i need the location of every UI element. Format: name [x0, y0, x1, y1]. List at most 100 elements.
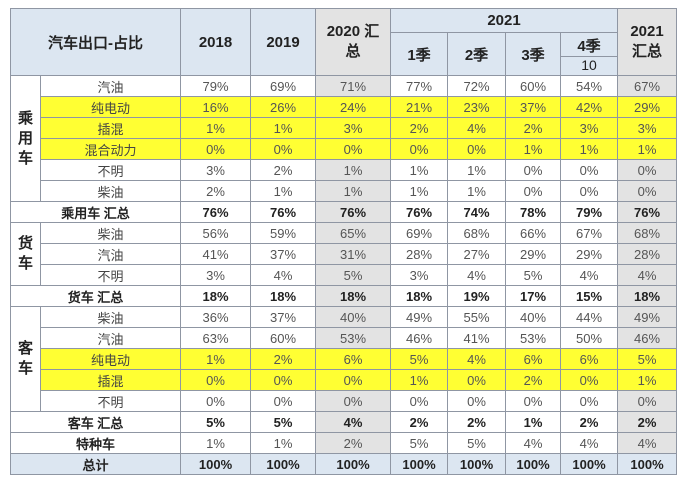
value-cell: 68%	[617, 222, 677, 244]
value-cell: 0%	[617, 390, 677, 412]
value-cell: 0%	[180, 138, 251, 160]
value-cell: 0%	[315, 369, 391, 391]
value-cell: 0%	[447, 138, 506, 160]
quarter-header: 3季	[505, 32, 561, 76]
value-cell: 54%	[560, 75, 618, 97]
value-cell: 5%	[250, 411, 316, 433]
value-cell: 60%	[505, 75, 561, 97]
value-cell: 1%	[447, 180, 506, 202]
value-cell: 1%	[617, 138, 677, 160]
total-row: 总计 100% 100% 100% 100% 100% 100% 100% 100%	[10, 453, 677, 475]
value-cell: 0%	[617, 159, 677, 181]
group-label: 客车	[17, 340, 33, 377]
subtotal-row: 客车 汇总 5% 5% 4% 2% 2% 1% 2% 2%	[10, 411, 677, 433]
data-row: 不明 3% 2% 1% 1% 1% 0% 0% 0%	[11, 159, 677, 181]
value-cell: 4%	[315, 411, 391, 433]
row-label: 柴油	[40, 222, 181, 244]
value-cell: 40%	[505, 306, 561, 328]
value-cell: 18%	[617, 285, 677, 307]
group-cell: 客车	[10, 306, 41, 412]
column-header: 2020 汇总	[315, 8, 391, 76]
value-cell: 76%	[250, 201, 316, 223]
value-cell: 28%	[390, 243, 448, 265]
group-label: 乘用车	[17, 109, 33, 167]
value-cell: 4%	[560, 264, 618, 286]
value-cell: 18%	[315, 285, 391, 307]
value-cell: 21%	[390, 96, 448, 118]
value-cell: 0%	[560, 369, 618, 391]
value-cell: 6%	[315, 348, 391, 370]
value-cell: 5%	[447, 432, 506, 454]
table-body: 乘用车 汽油 79% 69% 71% 77% 72% 60% 54% 67% 纯电动 16% 26% 24…	[10, 75, 677, 475]
value-cell: 1%	[560, 138, 618, 160]
row-label: 纯电动	[40, 348, 181, 370]
value-cell: 0%	[250, 369, 316, 391]
data-row: 汽油 41% 37% 31% 28% 27% 29% 29% 28%	[11, 243, 677, 265]
data-row: 客车 柴油 36% 37% 40% 49% 55% 40% 44% 49%	[10, 306, 677, 412]
quarter-header: 1季	[390, 32, 448, 76]
value-cell: 3%	[560, 117, 618, 139]
value-cell: 2%	[390, 117, 448, 139]
value-cell: 46%	[617, 327, 677, 349]
value-cell: 0%	[505, 180, 561, 202]
subtotal-row: 乘用车 汇总 76% 76% 76% 76% 74% 78% 79% 76%	[10, 201, 677, 223]
data-row: 货车 柴油 56% 59% 65% 69% 68% 66% 67% 68%	[10, 222, 677, 286]
value-cell: 56%	[180, 222, 251, 244]
value-cell: 4%	[617, 432, 677, 454]
value-cell: 0%	[617, 180, 677, 202]
value-cell: 24%	[315, 96, 391, 118]
value-cell: 0%	[505, 159, 561, 181]
value-cell: 37%	[250, 306, 316, 328]
value-cell: 3%	[315, 117, 391, 139]
value-cell: 63%	[180, 327, 251, 349]
value-cell: 46%	[390, 327, 448, 349]
group-cell: 货车	[10, 222, 41, 286]
value-cell: 69%	[390, 222, 448, 244]
row-label: 汽油	[40, 243, 181, 265]
value-cell: 2%	[250, 348, 316, 370]
subtotal-label: 乘用车 汇总	[10, 201, 181, 223]
value-cell: 0%	[560, 390, 618, 412]
row-label: 混合动力	[40, 138, 181, 160]
value-cell: 1%	[617, 369, 677, 391]
value-cell: 40%	[315, 306, 391, 328]
value-cell: 5%	[505, 264, 561, 286]
value-cell: 60%	[250, 327, 316, 349]
value-cell: 0%	[315, 138, 391, 160]
value-cell: 0%	[560, 159, 618, 181]
value-cell: 79%	[560, 201, 618, 223]
value-cell: 19%	[447, 285, 506, 307]
value-cell: 0%	[447, 390, 506, 412]
value-cell: 4%	[617, 264, 677, 286]
value-cell: 6%	[560, 348, 618, 370]
data-row: 不明 0% 0% 0% 0% 0% 0% 0% 0%	[11, 390, 677, 412]
value-cell: 3%	[180, 159, 251, 181]
value-cell: 2%	[617, 411, 677, 433]
value-cell: 0%	[390, 138, 448, 160]
value-cell: 4%	[447, 117, 506, 139]
value-cell: 1%	[180, 117, 251, 139]
value-cell: 0%	[250, 138, 316, 160]
value-cell: 1%	[250, 180, 316, 202]
value-cell: 69%	[250, 75, 316, 97]
value-cell: 5%	[315, 264, 391, 286]
value-cell: 4%	[447, 348, 506, 370]
value-cell: 4%	[250, 264, 316, 286]
value-cell: 0%	[390, 390, 448, 412]
value-cell: 1%	[505, 411, 561, 433]
value-cell: 0%	[560, 180, 618, 202]
value-cell: 37%	[505, 96, 561, 118]
value-cell: 2%	[447, 411, 506, 433]
quarter-header: 2季	[447, 32, 506, 76]
value-cell: 77%	[390, 75, 448, 97]
value-cell: 5%	[617, 348, 677, 370]
value-cell: 76%	[315, 201, 391, 223]
value-cell: 1%	[390, 159, 448, 181]
data-row: 纯电动 1% 2% 6% 5% 4% 6% 6% 5%	[11, 348, 677, 370]
value-cell: 0%	[505, 390, 561, 412]
value-cell: 1%	[250, 432, 316, 454]
value-cell: 72%	[447, 75, 506, 97]
value-cell: 100%	[250, 453, 316, 475]
value-cell: 31%	[315, 243, 391, 265]
